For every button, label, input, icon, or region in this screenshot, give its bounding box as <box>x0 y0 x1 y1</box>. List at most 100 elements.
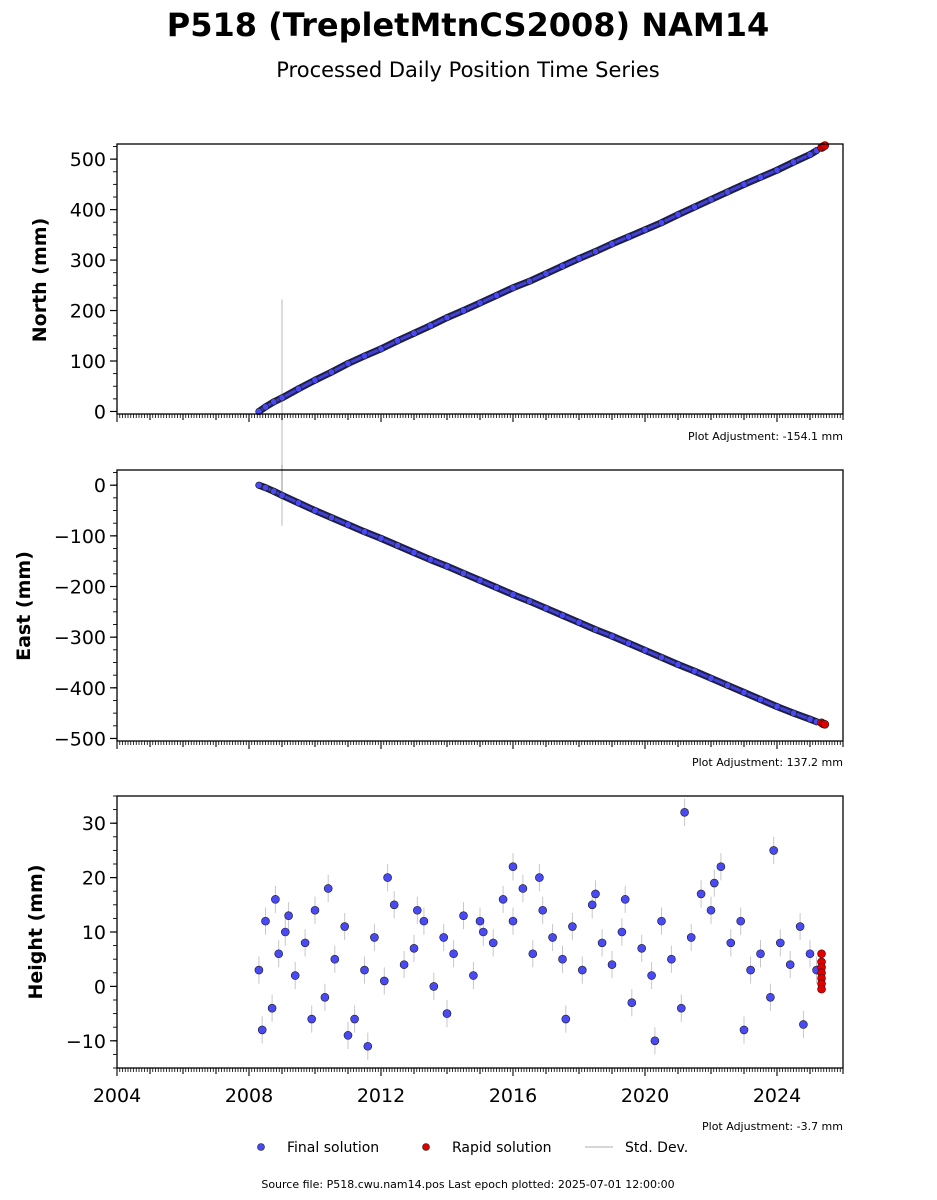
final-solution-point <box>756 949 765 959</box>
final-solution-point <box>558 611 566 619</box>
final-solution-point <box>429 982 439 991</box>
final-solution-point <box>409 944 419 953</box>
final-solution-point <box>255 481 263 489</box>
x-tick-label: 2008 <box>225 1085 273 1107</box>
final-solution-point <box>558 954 567 964</box>
y-tick-label: −400 <box>54 678 106 700</box>
final-solution-point <box>696 889 706 899</box>
rapid-solution-point <box>817 984 826 994</box>
final-solution-point <box>591 626 599 634</box>
final-solution-point <box>311 376 319 384</box>
final-solution-point <box>419 916 429 926</box>
final-solution-point <box>294 385 302 393</box>
final-solution-point <box>657 916 666 926</box>
final-solution-point <box>568 922 577 931</box>
final-solution-point <box>327 368 335 376</box>
rapid-solution-point <box>820 719 830 729</box>
final-solution-point <box>706 905 716 915</box>
final-solution-point <box>399 960 409 969</box>
final-solution-point <box>476 299 484 307</box>
final-solution-point <box>509 284 517 292</box>
final-solution-point <box>756 695 764 703</box>
final-solution-point <box>274 949 284 959</box>
final-solution-point <box>340 922 350 931</box>
legend: Final solution Rapid solution Std. Dev. <box>257 1140 688 1156</box>
final-solution-point <box>300 938 310 948</box>
final-solution-point <box>379 976 389 986</box>
final-solution-point <box>360 528 368 536</box>
final-solution-point <box>617 927 627 937</box>
final-solution-point <box>575 255 583 263</box>
final-solution-point <box>709 878 719 888</box>
final-solution-point <box>726 938 736 948</box>
y-tick-label: −500 <box>54 728 106 750</box>
final-solution-point <box>805 949 815 959</box>
final-solution-point <box>439 933 449 942</box>
final-solution-point <box>410 549 418 557</box>
final-solution-point <box>449 949 458 959</box>
final-solution-point <box>538 905 548 915</box>
final-solution-point <box>624 639 632 647</box>
final-solution-point <box>674 211 682 219</box>
final-solution-point <box>608 240 616 248</box>
final-solution-point <box>360 965 369 975</box>
final-solution-point <box>459 911 468 920</box>
final-solution-point <box>284 911 293 920</box>
final-solution-point <box>393 541 401 549</box>
final-solution-point <box>469 971 478 980</box>
rapid-solution-point <box>817 949 826 959</box>
final-solution-point <box>650 1036 660 1046</box>
final-solution-point <box>377 534 385 542</box>
final-solution-point <box>343 1031 353 1040</box>
height-axis-label: Height (mm) <box>25 864 47 999</box>
final-solution-point <box>459 307 467 315</box>
final-solution-point <box>548 933 557 942</box>
final-solution-point <box>795 922 805 931</box>
final-solution-point <box>426 322 434 330</box>
north-panel: 0 100 200 300 400 500 North (mm) Plot Adjustm… <box>29 141 844 497</box>
final-solution-point <box>443 314 451 322</box>
final-solution-point <box>492 291 500 299</box>
final-solution-point <box>459 569 467 577</box>
final-solution-point <box>261 484 269 492</box>
final-solution-point <box>344 360 352 368</box>
final-solution-point <box>542 604 550 612</box>
final-solution-point <box>686 933 696 942</box>
final-solution-point <box>587 900 597 910</box>
final-solution-point <box>508 916 518 926</box>
final-solution-point <box>591 889 600 899</box>
final-solution-point <box>426 556 434 564</box>
final-solution-point <box>389 900 399 910</box>
legend-final-label: Final solution <box>287 1140 379 1156</box>
final-solution-point <box>278 491 286 499</box>
final-solution-point <box>488 938 498 948</box>
final-solution-point <box>740 688 748 696</box>
height-panel: 30 20 10 0 −10 2004 2008 2012 2016 2020 2024 Heigh… <box>25 795 844 1133</box>
final-solution-point <box>257 1025 267 1035</box>
final-solution-point <box>271 895 280 904</box>
y-tick-label: 0 <box>94 976 106 998</box>
final-solution-point <box>528 949 538 959</box>
source-note: Source file: P518.cwu.nam14.pos Last epo… <box>261 1178 674 1191</box>
final-solution-point <box>323 884 333 893</box>
final-solution-point <box>736 916 746 926</box>
x-tick-label: 2004 <box>93 1085 141 1107</box>
final-solution-point <box>608 632 616 640</box>
final-solution-point <box>707 196 715 204</box>
x-tick-label: 2016 <box>489 1085 537 1107</box>
final-solution-point <box>254 965 264 975</box>
y-tick-label: 200 <box>70 301 106 323</box>
final-solution-point <box>255 407 263 415</box>
final-solution-point <box>327 514 335 522</box>
final-solution-point <box>591 247 599 255</box>
final-solution-point <box>518 884 528 893</box>
final-solution-point <box>723 188 731 196</box>
final-solution-point <box>307 1014 317 1024</box>
final-solution-point <box>785 960 795 969</box>
y-tick-label: −300 <box>54 627 106 649</box>
final-solution-point <box>575 618 583 626</box>
final-solution-point <box>294 499 302 507</box>
final-solution-point <box>320 992 330 1002</box>
final-solution-point <box>509 591 517 599</box>
